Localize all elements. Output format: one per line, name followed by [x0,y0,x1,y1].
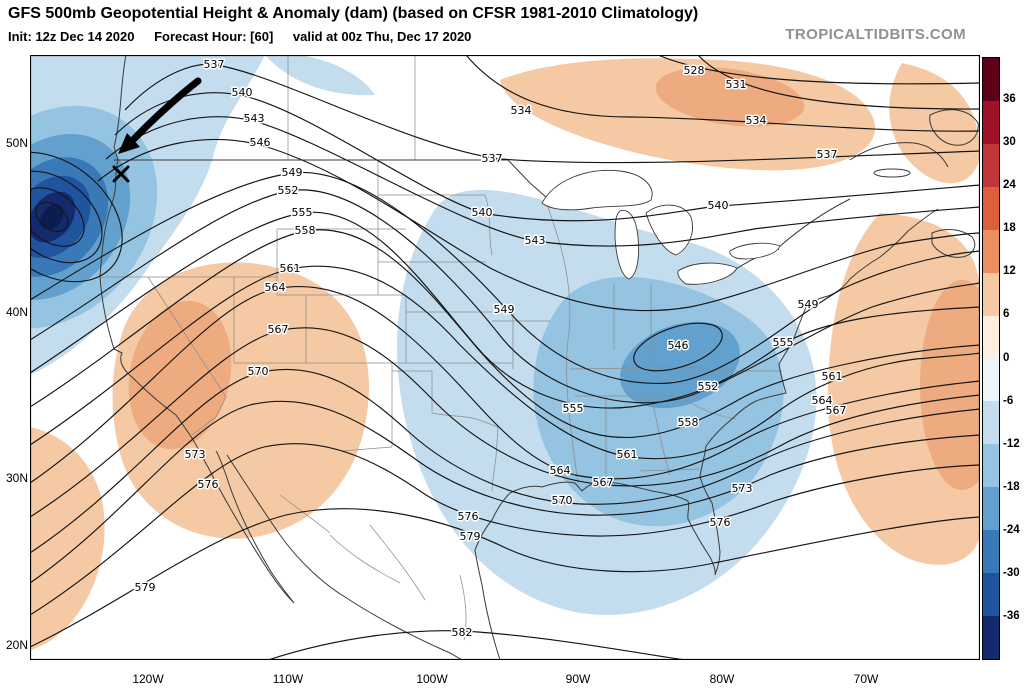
lon-label-80w: 80W [709,672,735,686]
contour-label: 543 [525,234,546,247]
map-area: 537 540 543 546 549 552 555 558 561 564 567 570 573 5… [0,54,1004,661]
lon-label-110w: 110W [272,672,304,686]
lat-label-30n: 30N [5,471,28,485]
contour-label: 573 [185,448,206,461]
trough-closed-contour [633,322,723,372]
contour-label: 552 [278,184,299,197]
colorbar-tick-label: 6 [1003,308,1010,321]
colorbar-tick-label: -24 [1003,523,1020,536]
contour-label: 573 [732,482,753,495]
colorbar-segment [983,615,999,659]
contour-label: 555 [563,402,584,415]
colorbar-tick-label: -18 [1003,480,1020,493]
lon-label-90w: 90W [565,672,591,686]
colorbar-tick-label: 0 [1003,351,1010,364]
colorbar-tick-label: 30 [1003,136,1016,149]
height-contours [29,54,981,661]
colorbar-segment [983,186,999,230]
colorbar-tick-label: -30 [1003,566,1020,579]
contour-label: 549 [798,298,819,311]
coastline [99,54,979,661]
contour-label: 561 [280,262,301,275]
colorbar-segment [983,58,999,101]
colorbar-segment [983,272,999,316]
run-info: Init: 12z Dec 14 2020 Forecast Hour: [60… [8,29,487,44]
contour-label: 549 [282,166,303,179]
colorbar-tick-label: 18 [1003,222,1016,235]
contour-label: 540 [708,199,729,212]
contour-label: 534 [746,114,767,127]
contour-label: 576 [198,478,219,491]
contour-label: 534 [511,104,532,117]
contour-label: 537 [204,58,225,71]
init-time: Init: 12z Dec 14 2020 [8,29,135,44]
contour-label: 549 [494,303,515,316]
contour-label: 540 [232,86,253,99]
contour-label: 564 [550,464,571,477]
lat-label-20n: 20N [5,638,28,652]
hand-drawn-x-annotation [112,165,130,183]
page-title: GFS 500mb Geopotential Height & Anomaly … [8,5,699,22]
contour-label: 579 [135,581,156,594]
lon-label-100w: 100W [416,672,448,686]
contour-label: 567 [593,476,614,489]
weather-map: 5375405435465495525555585615645675705735… [0,54,1004,661]
colorbar-segment [983,100,999,144]
contour-label: 567 [826,404,847,417]
colorbar-tick-label: -6 [1003,394,1014,407]
anomaly-colorbar [982,57,1000,660]
contour-label: 546 [668,339,689,352]
colorbar-segment [983,444,999,488]
contour-label: 537 [817,148,838,161]
contour-label: 543 [244,112,265,125]
contour-label: 570 [248,365,269,378]
colorbar-segment [983,143,999,187]
contour-label: 558 [295,224,316,237]
lon-label-70w: 70W [853,672,879,686]
valid-time: valid at 00z Thu, Dec 17 2020 [292,29,472,44]
contour-label: 576 [710,516,731,529]
contour-label: 564 [265,281,286,294]
great-lakes [541,169,781,285]
colorbar-tick-label: -12 [1003,437,1020,450]
tropicaltidbits-watermark: TROPICALTIDBITS.COM [785,26,966,43]
contour-label: 552 [698,380,719,393]
contour-label: 576 [458,510,479,523]
contour-label: 564 [812,394,833,407]
contour-label: 561 [822,370,843,383]
contour-label: 567 [268,323,289,336]
colorbar-segment [983,229,999,273]
contour-label: 555 [292,206,313,219]
colorbar-segment [983,358,999,402]
contour-label: 558 [678,416,699,429]
contour-label: 555 [773,336,794,349]
colorbar-tick-label: 12 [1003,265,1016,278]
colorbar-segment [983,530,999,574]
contour-label: 528 [684,64,705,77]
colorbar-tick-label: 36 [1003,93,1016,106]
colorbar-tick-label: -36 [1003,609,1020,622]
contour-label: 579 [460,530,481,543]
lat-label-50n: 50N [5,136,28,150]
colorbar-segment [983,315,999,359]
hand-drawn-arrow-annotation [118,77,202,154]
colorbar-segment [983,573,999,616]
contour-label: 546 [250,136,271,149]
map-frame [29,54,981,661]
contour-label: 582 [452,626,473,639]
contour-label: 531 [726,78,747,91]
contour-label: 570 [552,494,573,507]
lat-label-40n: 40N [5,305,28,319]
contour-labels: 5375405435465495525555585615645675705735… [133,57,848,641]
colorbar-segment [983,487,999,531]
lon-label-120w: 120W [132,672,164,686]
contour-label: 540 [472,206,493,219]
contour-label: 537 [482,152,503,165]
contour-label: 561 [617,448,638,461]
colorbar-segment [983,401,999,445]
colorbar-tick-label: 24 [1003,179,1016,192]
forecast-hour: Forecast Hour: [60] [154,29,274,44]
